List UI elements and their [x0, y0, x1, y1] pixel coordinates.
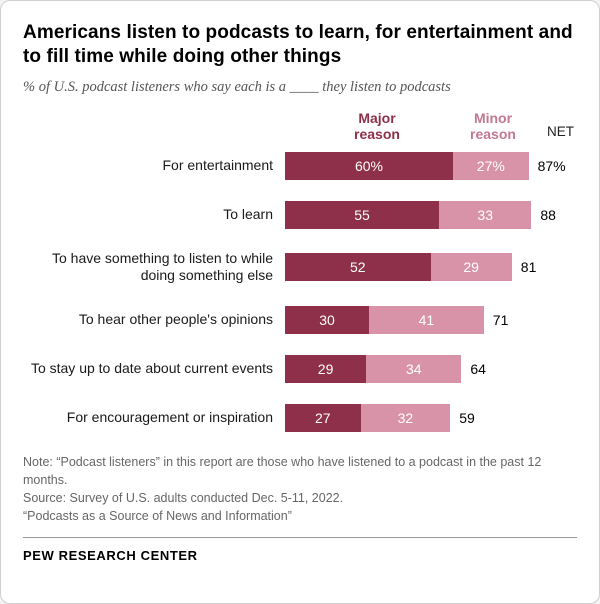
bar-segment-major: 29: [285, 354, 367, 383]
legend-major-reason: Major reason: [354, 109, 400, 142]
chart-legend: Major reason Minor reason NET: [285, 110, 577, 152]
brand-footer: PEW RESEARCH CENTER: [23, 537, 577, 563]
bar-category-label: For encouragement or inspiration: [66, 408, 273, 425]
stacked-bar-chart: Major reason Minor reason NET For entert…: [23, 110, 577, 432]
bar-row: To stay up to date about current events 2…: [23, 354, 577, 383]
bar-category-label: To hear other people's opinions: [78, 310, 273, 327]
legend-net: NET: [547, 123, 574, 139]
net-value: 71: [492, 311, 509, 328]
bar-category-label: To stay up to date about current events: [30, 359, 273, 376]
note-text: Note: “Podcast listeners” in this report…: [23, 454, 542, 487]
report-title-text: “Podcasts as a Source of News and Inform…: [23, 509, 292, 523]
net-value: 87%: [537, 157, 566, 174]
bar: 52 29 81: [285, 253, 537, 282]
chart-notes: Note: “Podcast listeners” in this report…: [23, 453, 577, 526]
chart-subtitle: % of U.S. podcast listeners who say each…: [23, 78, 451, 95]
bar-segment-major: 52: [285, 253, 431, 282]
bar-category-label: To learn: [223, 205, 273, 222]
net-value: 81: [520, 259, 537, 276]
bar-segment-minor: 41: [369, 305, 484, 334]
bar-segment-minor: 27%: [453, 151, 529, 180]
bar-segment-major: 60%: [285, 151, 453, 180]
bar-row: To hear other people's opinions 30 41 71: [23, 305, 577, 334]
bar-category-label: To have something to listen to while doi…: [51, 249, 273, 284]
bar-segment-minor: 29: [430, 253, 512, 282]
bar-row: To learn 55 33 88: [23, 200, 577, 229]
bar-segment-minor: 32: [360, 403, 451, 432]
bar-category-label: For entertainment: [162, 156, 274, 173]
net-value: 88: [540, 206, 556, 223]
net-value: 59: [459, 409, 475, 426]
bar: 55 33 88: [285, 200, 556, 229]
bar: 29 34 64: [285, 354, 486, 383]
bar-row: For entertainment 60% 27% 87%: [23, 151, 577, 180]
source-text: Source: Survey of U.S. adults conducted …: [23, 490, 344, 505]
bar-segment-major: 30: [285, 305, 369, 334]
bar: 60% 27% 87%: [285, 151, 566, 180]
bar-segment-minor: 34: [366, 354, 462, 383]
bar: 27 32 59: [285, 403, 475, 432]
bar-rows: For entertainment 60% 27% 87% To learn 55 33 88…: [23, 151, 577, 432]
bar-segment-major: 55: [285, 200, 439, 229]
bar-segment-major: 27: [285, 403, 361, 432]
net-value: 64: [470, 360, 486, 377]
bar-row: To have something to listen to while doi…: [23, 250, 577, 285]
bar-row: For encouragement or inspiration 27 32 59: [23, 403, 577, 432]
page-title: Americans listen to podcasts to learn, f…: [23, 22, 573, 68]
bar: 30 41 71: [285, 305, 509, 334]
bar-segment-minor: 33: [439, 200, 532, 229]
legend-minor-reason: Minor reason: [470, 109, 516, 142]
